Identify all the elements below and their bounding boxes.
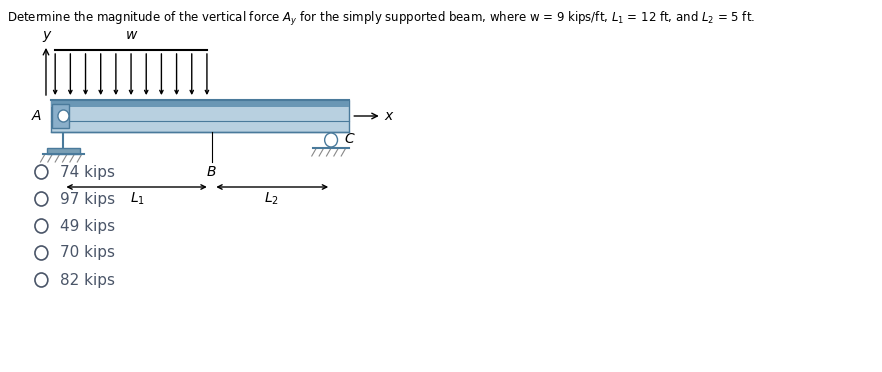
Circle shape xyxy=(35,165,48,179)
Text: x: x xyxy=(385,109,392,123)
Bar xyxy=(47,148,80,154)
Text: Determine the magnitude of the vertical force $A_y$ for the simply supported bea: Determine the magnitude of the vertical … xyxy=(7,10,756,28)
Circle shape xyxy=(35,192,48,206)
Text: w: w xyxy=(125,28,137,42)
Bar xyxy=(50,100,349,132)
Circle shape xyxy=(35,246,48,260)
Text: $L_1$: $L_1$ xyxy=(130,191,145,208)
Circle shape xyxy=(35,219,48,233)
Text: B: B xyxy=(206,165,216,179)
Text: 70 kips: 70 kips xyxy=(60,246,115,260)
Circle shape xyxy=(325,133,338,147)
Bar xyxy=(50,100,349,107)
Text: C: C xyxy=(344,132,354,146)
Circle shape xyxy=(58,110,69,122)
Text: 74 kips: 74 kips xyxy=(60,164,115,180)
Text: $L_2$: $L_2$ xyxy=(264,191,279,208)
Text: A: A xyxy=(32,109,41,123)
Text: 49 kips: 49 kips xyxy=(60,218,115,234)
Text: 82 kips: 82 kips xyxy=(60,273,115,288)
Text: 97 kips: 97 kips xyxy=(60,192,115,206)
Text: y: y xyxy=(41,28,50,42)
Circle shape xyxy=(35,273,48,287)
Bar xyxy=(52,104,69,128)
